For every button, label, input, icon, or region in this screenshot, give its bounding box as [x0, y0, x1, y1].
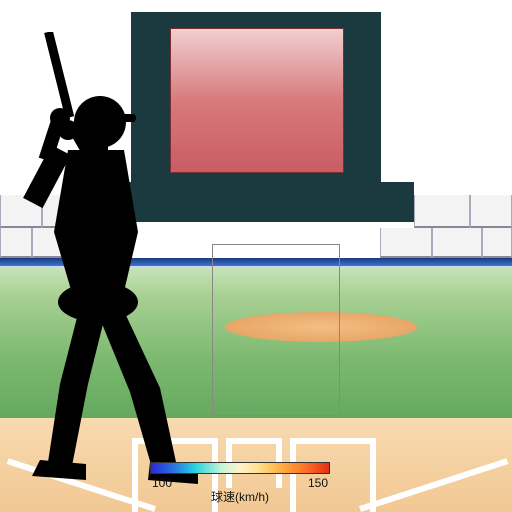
speed-axis-label: 球速(km/h): [150, 488, 330, 505]
speed-colorbar: [150, 462, 330, 474]
chalk-line: [290, 438, 376, 444]
speed-colorbar-legend: 100 150 球速(km/h): [150, 462, 330, 505]
batter-silhouette: [0, 32, 240, 492]
tick-min: 100: [152, 476, 172, 490]
bleacher-seat: [380, 228, 432, 258]
bleacher-seat: [470, 195, 512, 228]
bleacher-seat: [414, 195, 470, 228]
bleacher-seat: [482, 228, 512, 258]
pitch-chart-stage: 100 150 球速(km/h): [0, 0, 512, 512]
bleacher-seat: [432, 228, 482, 258]
tick-max: 150: [308, 476, 328, 490]
